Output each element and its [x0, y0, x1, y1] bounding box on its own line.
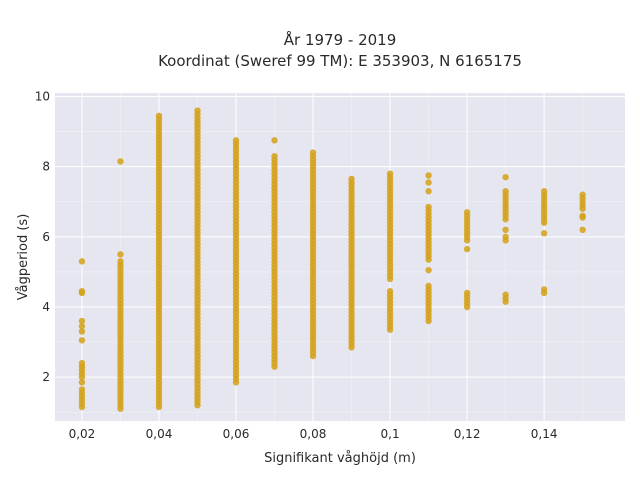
data-point: [579, 226, 586, 234]
data-point: [425, 282, 432, 290]
data-point: [78, 288, 86, 295]
data-point: [502, 188, 509, 195]
chart-title-line1: År 1979 - 2019: [284, 30, 397, 49]
x-axis-ticks: 0,02 0,04 0,06 0,08 0,1 0,12 0,14: [69, 427, 558, 441]
data-point: [540, 230, 548, 237]
x-tick-label: 0,1: [381, 427, 400, 441]
data-point: [502, 173, 509, 181]
y-tick-label: 10: [35, 90, 50, 104]
x-tick-label: 0,04: [146, 427, 173, 441]
x-axis-label: Signifikant våghöjd (m): [264, 451, 416, 466]
data-point: [425, 188, 432, 195]
x-tick-label: 0,06: [223, 427, 250, 441]
data-point: [194, 107, 201, 114]
data-point: [502, 233, 509, 241]
chart-title-line2: Koordinat (Sweref 99 TM): E 353903, N 61…: [158, 52, 522, 70]
y-tick-label: 6: [42, 230, 50, 244]
y-tick-label: 4: [42, 300, 50, 314]
data-point: [232, 137, 240, 144]
data-point: [425, 203, 432, 211]
data-point: [117, 258, 124, 265]
data-point: [463, 289, 471, 297]
data-point: [78, 359, 86, 367]
data-point: [386, 288, 394, 295]
x-tick-label: 0,08: [300, 427, 327, 441]
data-point: [540, 286, 548, 293]
plot-area: [55, 93, 625, 421]
y-axis-label: Vågperiod (s): [16, 214, 31, 301]
data-point: [155, 112, 163, 120]
data-point: [425, 266, 432, 274]
x-tick-label: 0,14: [531, 427, 558, 441]
data-point: [540, 188, 548, 195]
data-point: [271, 152, 278, 160]
data-point: [78, 323, 86, 330]
data-point: [78, 258, 86, 265]
data-point: [309, 149, 317, 156]
data-point: [348, 175, 355, 183]
data-point: [386, 170, 394, 177]
data-point: [78, 386, 86, 393]
data-point: [463, 209, 471, 216]
data-point: [579, 191, 586, 198]
data-point: [502, 226, 509, 234]
data-point: [425, 179, 432, 186]
data-point: [78, 328, 86, 335]
data-points: [78, 107, 586, 412]
data-point: [579, 212, 586, 219]
y-tick-label: 2: [42, 370, 50, 384]
x-tick-label: 0,12: [454, 427, 481, 441]
data-point: [117, 251, 124, 258]
x-tick-label: 0,02: [69, 427, 96, 441]
data-point: [271, 137, 278, 144]
data-point: [78, 379, 86, 386]
data-point: [502, 291, 509, 298]
data-point: [78, 337, 86, 344]
y-tick-label: 8: [42, 160, 50, 174]
data-point: [425, 172, 432, 179]
y-axis-ticks: 2 4 6 8 10: [35, 90, 50, 385]
data-point: [78, 317, 86, 325]
data-point: [117, 158, 124, 165]
data-point: [463, 245, 471, 253]
